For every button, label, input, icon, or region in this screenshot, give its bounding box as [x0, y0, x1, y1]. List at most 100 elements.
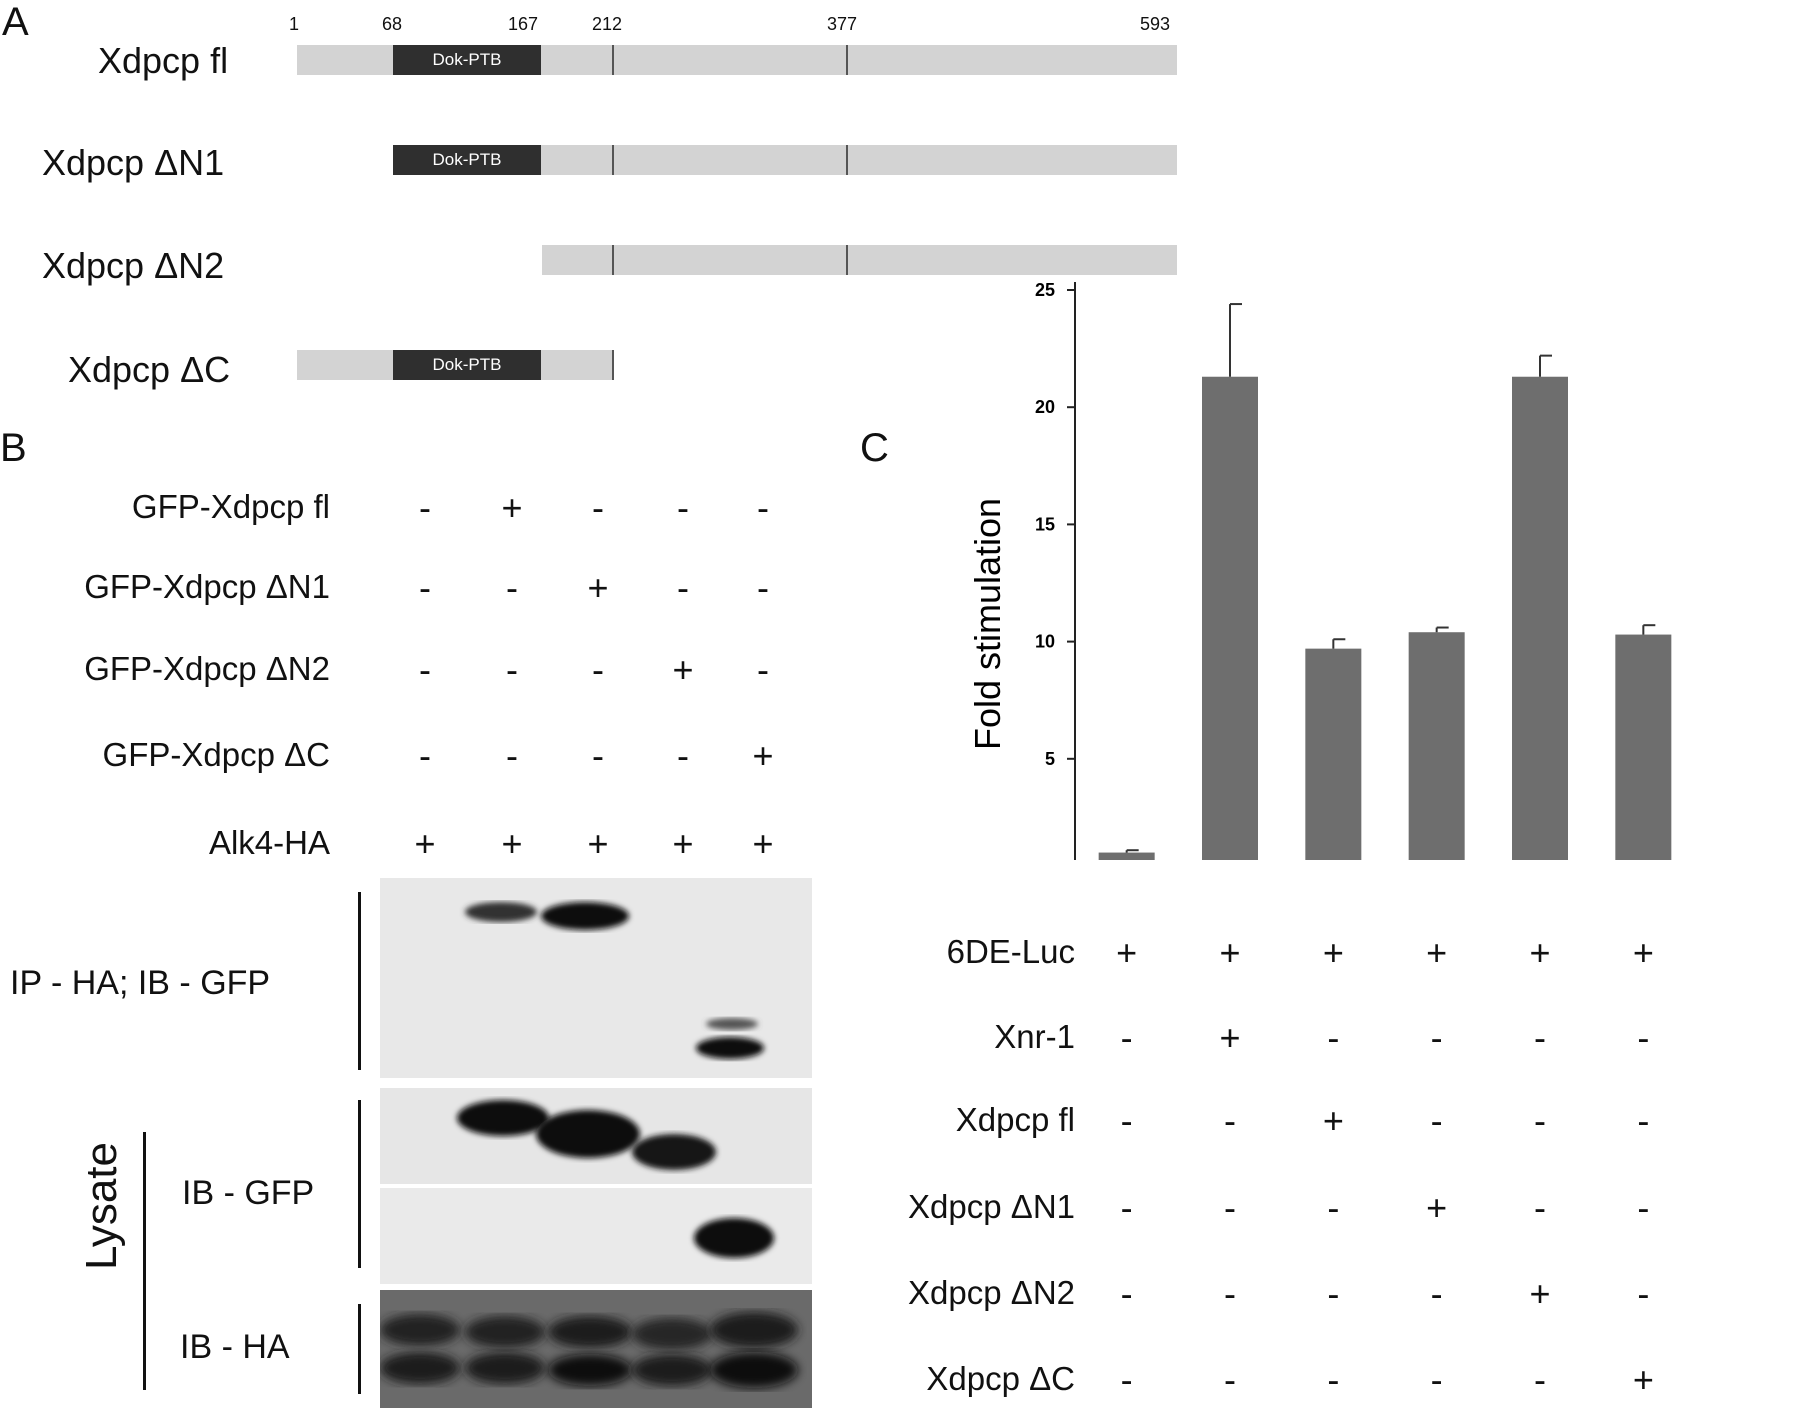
c-sign: +: [1426, 1187, 1448, 1228]
tick-212-dc: [612, 350, 614, 380]
blot-ha-bands: [380, 1290, 812, 1408]
b-sign: +: [587, 823, 609, 864]
c-sign: -: [1430, 1273, 1443, 1314]
tick-377-dn2: [846, 245, 848, 275]
c-sign: -: [1534, 1017, 1546, 1058]
band: [536, 1110, 640, 1158]
c-sign: +: [1219, 1017, 1241, 1058]
c-sign: -: [1637, 1273, 1650, 1314]
c-sign: -: [1327, 1017, 1340, 1058]
b-row-label-dn2: GFP-Xdpcp ΔN2: [84, 650, 330, 687]
band: [548, 1354, 632, 1386]
b-row-label-fl: GFP-Xdpcp fl: [131, 488, 330, 525]
position-label-377: 377: [827, 14, 858, 34]
c-sign: +: [1219, 932, 1241, 973]
panel-c-letter: C: [860, 426, 889, 470]
c-sign: -: [1120, 1100, 1133, 1141]
c-sign: -: [1327, 1187, 1340, 1228]
blot-label-ib-ha: IB - HA: [180, 1328, 290, 1366]
blot-lysate-ib-gfp-lower: [380, 1188, 812, 1284]
c-sign: +: [1529, 932, 1551, 973]
b-sign: +: [752, 735, 774, 776]
bar: [1615, 634, 1672, 860]
c-sign: -: [1327, 1359, 1340, 1400]
y-axis-label: Fold stimulation: [967, 498, 1008, 750]
band: [465, 902, 537, 922]
b-sign: +: [752, 823, 774, 864]
band: [632, 1134, 716, 1170]
b-sign: -: [419, 649, 431, 690]
y-tick-label: 20: [1035, 397, 1055, 417]
y-tick-label: 10: [1035, 632, 1055, 652]
c-sign: -: [1637, 1187, 1650, 1228]
bar: [1408, 632, 1465, 860]
c-sign: -: [1534, 1187, 1546, 1228]
b-sign: -: [757, 649, 769, 690]
c-row-label-xdpcp-dn1: Xdpcp ΔN1: [908, 1188, 1075, 1225]
b-sign: -: [592, 649, 604, 690]
c-sign: -: [1224, 1100, 1236, 1141]
band: [457, 1100, 549, 1136]
c-sign: -: [1224, 1273, 1236, 1314]
construct-label-fl: Xdpcp fl: [98, 40, 229, 81]
b-row-label-alk4: Alk4-HA: [208, 824, 330, 861]
bar: [1512, 376, 1568, 860]
c-sign: +: [1426, 932, 1448, 973]
band: [694, 1218, 774, 1258]
y-tick-label: 5: [1045, 749, 1055, 769]
tick-377-dn1: [846, 145, 848, 175]
c-sign: -: [1430, 1100, 1443, 1141]
c-sign: +: [1322, 1100, 1344, 1141]
b-row-label-dc: GFP-Xdpcp ΔC: [102, 736, 330, 773]
b-sign: -: [419, 487, 431, 528]
panel-a-letter: A: [2, 0, 29, 44]
tick-212-dn1: [612, 145, 614, 175]
position-label-1: 1: [289, 14, 300, 34]
c-sign: +: [1632, 1359, 1654, 1400]
c-sign: -: [1120, 1187, 1133, 1228]
band: [380, 1314, 460, 1346]
c-sign: -: [1120, 1017, 1133, 1058]
band: [541, 902, 629, 930]
tick-212-dn2: [612, 245, 614, 275]
tick-377-fl: [846, 45, 848, 75]
b-sign: -: [419, 735, 431, 776]
c-sign: +: [1529, 1273, 1551, 1314]
position-label-593: 593: [1140, 14, 1171, 34]
c-sign: -: [1534, 1359, 1546, 1400]
b-sign: -: [757, 567, 769, 608]
bar: [1202, 376, 1258, 860]
band: [710, 1352, 798, 1388]
band: [380, 1352, 460, 1384]
blot-label-ip: IP - HA; IB - GFP: [10, 964, 271, 1002]
band: [696, 1037, 764, 1059]
bracket-ib-gfp: [358, 1100, 361, 1268]
panel-b-letter: B: [0, 426, 27, 470]
b-sign: -: [677, 735, 689, 776]
blot-label-lysate: Lysate: [77, 1141, 126, 1270]
c-sign: -: [1534, 1100, 1546, 1141]
b-sign: -: [592, 487, 604, 528]
c-sign: -: [1430, 1017, 1443, 1058]
construct-label-dc: Xdpcp ΔC: [68, 349, 231, 390]
blot-label-ib-gfp: IB - GFP: [182, 1174, 315, 1212]
b-row-label-dn1: GFP-Xdpcp ΔN1: [84, 568, 330, 605]
band: [548, 1316, 632, 1348]
b-sign: -: [419, 567, 431, 608]
c-sign: -: [1327, 1273, 1340, 1314]
construct-label-dn1: Xdpcp ΔN1: [42, 142, 225, 183]
b-sign: +: [672, 823, 694, 864]
b-sign: -: [677, 567, 689, 608]
position-label-68: 68: [382, 14, 403, 34]
b-sign: +: [501, 487, 523, 528]
blot-lysate-ib-gfp-upper: [380, 1088, 812, 1184]
b-sign: -: [506, 649, 518, 690]
blot-gfp-upper-bands: [457, 1100, 716, 1170]
blot-gfp-lower-bands: [694, 1218, 774, 1258]
bracket-ip: [358, 892, 361, 1070]
bracket-lysate: [143, 1132, 146, 1390]
tick-212-fl: [612, 45, 614, 75]
dok-ptb-domain-dc: Dok-PTB: [393, 350, 541, 380]
c-row-label-6de-luc: 6DE-Luc: [946, 933, 1075, 970]
c-row-label-xdpcp-dc: Xdpcp ΔC: [926, 1360, 1075, 1397]
